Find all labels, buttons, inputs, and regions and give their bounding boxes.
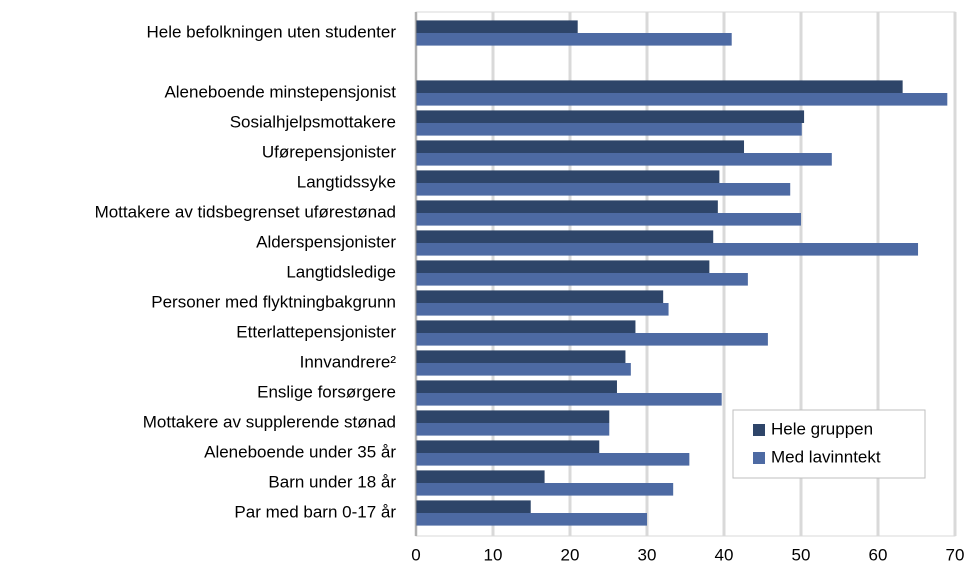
y-tick-label: Aleneboende minstepensjonist <box>164 82 396 101</box>
y-tick-label: Aleneboende under 35 år <box>204 442 396 461</box>
y-tick-label: Uførepensjonister <box>262 142 397 161</box>
legend-box <box>732 409 926 479</box>
legend-label: Med lavinntekt <box>771 447 881 466</box>
bar <box>416 80 903 93</box>
x-tick-label: 70 <box>946 545 965 564</box>
bar <box>416 470 545 483</box>
x-tick-label: 10 <box>484 545 503 564</box>
y-tick-label: Par med barn 0-17 år <box>234 502 396 521</box>
bar <box>416 33 732 46</box>
x-tick-label: 30 <box>638 545 657 564</box>
bar <box>416 183 791 196</box>
y-tick-label: Alderspensjonister <box>256 232 396 251</box>
bar <box>416 123 802 136</box>
bar <box>416 363 631 376</box>
bar <box>416 153 832 166</box>
y-tick-label: Barn under 18 år <box>268 472 396 491</box>
bar <box>416 500 531 513</box>
bar <box>416 350 626 363</box>
y-tick-label: Innvandrere² <box>300 352 397 371</box>
y-tick-label: Langtidssyke <box>297 172 396 191</box>
bar <box>416 93 948 106</box>
y-tick-label: Mottakere av tidsbegrenset uførestønad <box>95 202 396 221</box>
bar <box>416 213 801 226</box>
bar <box>416 273 748 286</box>
bar <box>416 110 805 123</box>
bar <box>416 243 919 256</box>
bar <box>416 170 720 183</box>
y-tick-label: Enslige forsørgere <box>257 382 396 401</box>
y-tick-label: Hele befolkningen uten studenter <box>146 22 396 41</box>
legend-swatch <box>753 424 765 436</box>
bar <box>416 393 722 406</box>
bar <box>416 333 768 346</box>
bar <box>416 140 745 153</box>
legend-swatch <box>753 452 765 464</box>
bar <box>416 423 610 436</box>
y-tick-label: Personer med flyktningbakgrunn <box>151 292 396 311</box>
bar <box>416 483 674 496</box>
bar <box>416 380 617 393</box>
bar <box>416 20 578 33</box>
y-tick-label: Mottakere av supplerende stønad <box>143 412 396 431</box>
bar <box>416 303 669 316</box>
x-tick-label: 60 <box>869 545 888 564</box>
bar <box>416 410 610 423</box>
x-tick-label: 20 <box>561 545 580 564</box>
x-tick-label: 0 <box>411 545 420 564</box>
legend-label: Hele gruppen <box>771 419 873 438</box>
bar <box>416 513 647 526</box>
bar <box>416 320 636 333</box>
y-tick-label: Langtidsledige <box>286 262 396 281</box>
bar <box>416 290 664 303</box>
bar <box>416 260 710 273</box>
x-tick-label: 40 <box>715 545 734 564</box>
y-tick-label: Sosialhjelpsmottakere <box>230 112 396 131</box>
y-tick-label: Etterlattepensjonister <box>236 322 396 341</box>
bar <box>416 440 600 453</box>
bar <box>416 453 690 466</box>
x-tick-label: 50 <box>792 545 811 564</box>
bar <box>416 230 714 243</box>
bar <box>416 200 718 213</box>
